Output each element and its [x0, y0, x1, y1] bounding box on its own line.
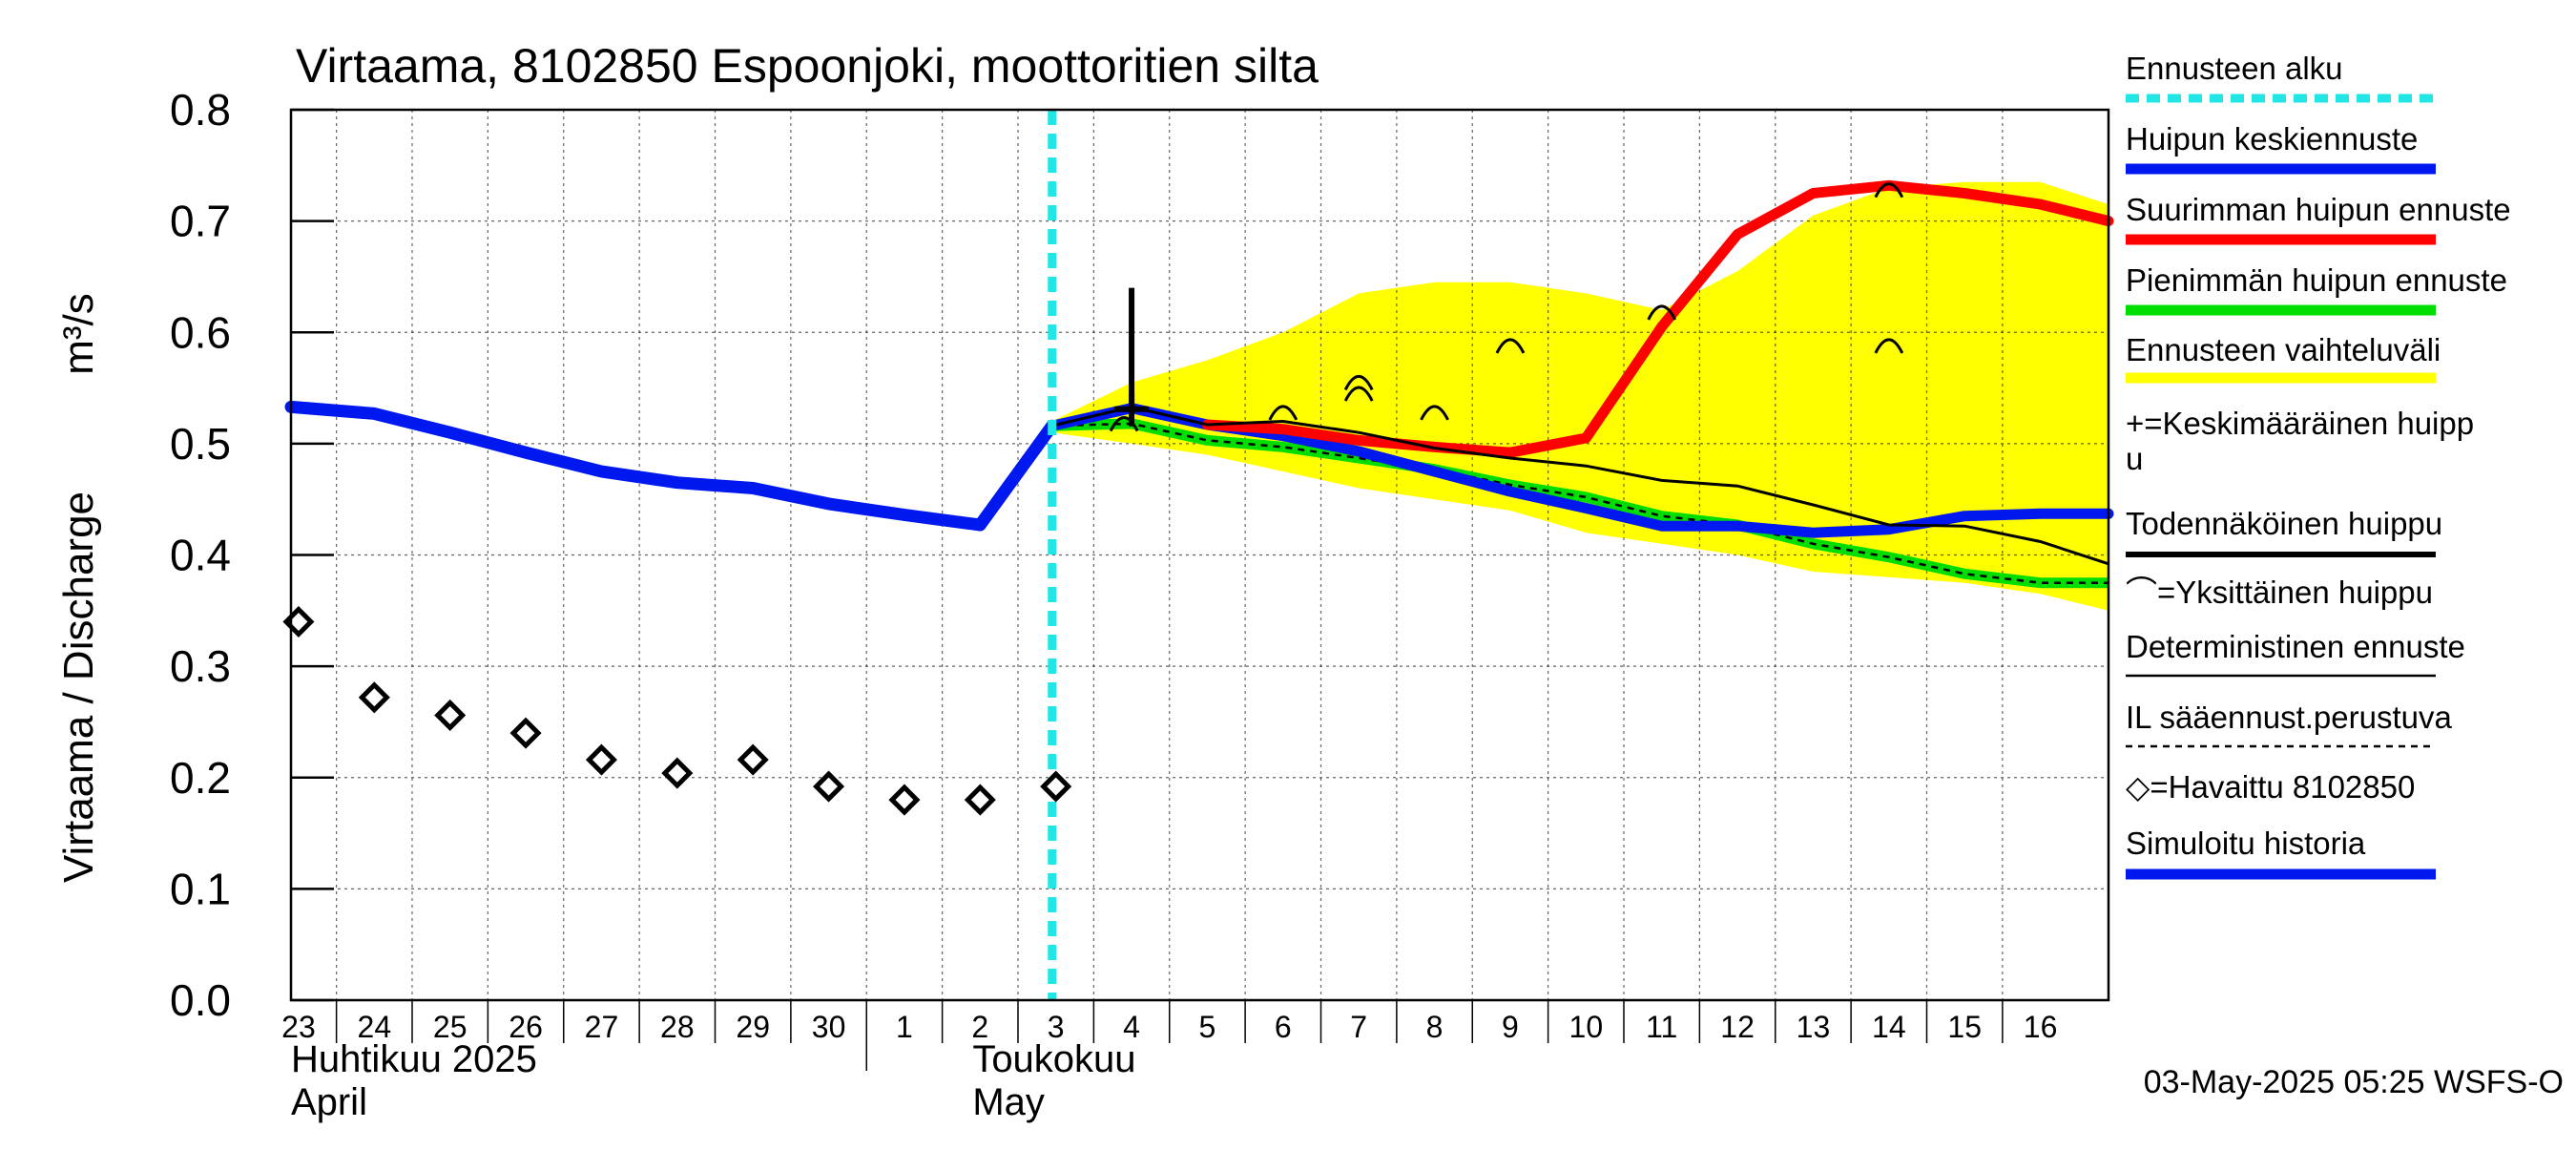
legend-label: Simuloitu historia	[2126, 826, 2366, 861]
series-simulated-history	[284, 400, 1059, 532]
observed-point	[888, 784, 921, 816]
y-tick-label: 0.0	[170, 975, 231, 1025]
series-min-peak	[1051, 418, 2109, 589]
x-tick-label: 14	[1872, 1010, 1906, 1044]
legend-label: Todennäköinen huippu	[2126, 506, 2442, 541]
single-peak-marker	[1874, 338, 1904, 354]
x-tick-label: 2	[971, 1010, 988, 1044]
month-label-fi: Huhtikuu 2025	[291, 1038, 537, 1080]
legend-label: Ennusteen alku	[2126, 51, 2343, 86]
observed-point	[1040, 770, 1072, 803]
x-tick-label: 13	[1797, 1010, 1831, 1044]
observed-point	[661, 757, 694, 789]
y-axis-label: Virtaama / Discharge	[55, 491, 102, 883]
legend-label: Suurimman huipun ennuste	[2126, 192, 2511, 227]
y-tick-label: 0.4	[170, 531, 231, 580]
single-peak-marker	[1420, 405, 1449, 421]
legend-label: Huipun keskiennuste	[2126, 121, 2418, 157]
observed-point	[509, 717, 542, 749]
y-tick-label: 0.2	[170, 753, 231, 803]
x-tick-label: 12	[1720, 1010, 1755, 1044]
single-peak-marker	[1268, 405, 1298, 421]
single-peak-marker	[1109, 416, 1139, 432]
x-tick-label: 7	[1350, 1010, 1367, 1044]
legend-label: +=Keskimääräinen huipp	[2126, 406, 2474, 441]
y-tick-label: 0.5	[170, 419, 231, 469]
observed-point	[737, 743, 769, 776]
legend-label: Ennusteen vaihteluväli	[2126, 332, 2441, 367]
x-tick-label: 24	[358, 1010, 392, 1044]
x-tick-label: 3	[1048, 1010, 1065, 1044]
single-peak-marker	[1343, 386, 1374, 402]
x-tick-label: 25	[433, 1010, 467, 1044]
forecast-band	[1051, 181, 2109, 611]
x-tick-label: 10	[1569, 1010, 1604, 1044]
y-tick-label: 0.6	[170, 307, 231, 357]
y-axis-unit: m³/s	[55, 293, 102, 375]
y-tick-label: 0.3	[170, 641, 231, 691]
observed-point	[813, 770, 845, 803]
single-peak-marker	[1495, 338, 1526, 354]
legend-label: ◇=Havaittu 8102850	[2126, 769, 2415, 805]
single-peak-marker	[1874, 182, 1904, 199]
x-tick-label: 29	[736, 1010, 770, 1044]
single-peak-marker	[1647, 304, 1677, 321]
chart-title: Virtaama, 8102850 Espoonjoki, moottoriti…	[296, 39, 1319, 93]
observed-point	[964, 784, 996, 816]
x-tick-label: 5	[1199, 1010, 1216, 1044]
x-tick-label: 6	[1275, 1010, 1292, 1044]
x-tick-label: 16	[2024, 1010, 2058, 1044]
plot-border	[289, 108, 2110, 1002]
x-tick-label: 8	[1426, 1010, 1444, 1044]
series-max-peak	[1201, 179, 2114, 458]
legend-label: ⌒=Yksittäinen huippu	[2126, 575, 2433, 610]
x-tick-label: 11	[1646, 1010, 1677, 1044]
x-tick-label: 23	[281, 1010, 316, 1044]
legend-label: IL sääennust.perustuva	[2126, 700, 2452, 735]
legend-label-wrap: u	[2126, 441, 2143, 476]
legend-label: Deterministinen ennuste	[2126, 629, 2465, 664]
month-label-en: April	[291, 1081, 367, 1123]
x-tick-label: 28	[660, 1010, 695, 1044]
x-tick-label: 9	[1502, 1010, 1519, 1044]
single-peak-marker	[1343, 374, 1374, 391]
y-tick-label: 0.7	[170, 197, 231, 246]
x-tick-label: 27	[585, 1010, 619, 1044]
x-tick-label: 30	[812, 1010, 846, 1044]
x-tick-label: 26	[509, 1010, 543, 1044]
y-tick-label: 0.1	[170, 864, 231, 913]
legend: Ennusteen alku Huipun keskiennuste Suurimm…	[2126, 51, 2511, 880]
legend-label: Pienimmän huipun ennuste	[2126, 262, 2507, 298]
x-tick-label: 15	[1947, 1010, 1982, 1044]
x-tick-label: 1	[896, 1010, 913, 1044]
timestamp: 03-May-2025 05:25 WSFS-O	[2144, 1064, 2564, 1100]
observed-point	[434, 699, 467, 731]
y-tick-label: 0.8	[170, 85, 231, 135]
month-label-en: May	[972, 1081, 1045, 1123]
observed-point	[585, 743, 617, 776]
x-tick-label: 4	[1123, 1010, 1140, 1044]
series-deterministic	[1051, 405, 2109, 566]
month-label-fi: Toukokuu	[972, 1038, 1135, 1080]
observed-point	[358, 681, 390, 714]
